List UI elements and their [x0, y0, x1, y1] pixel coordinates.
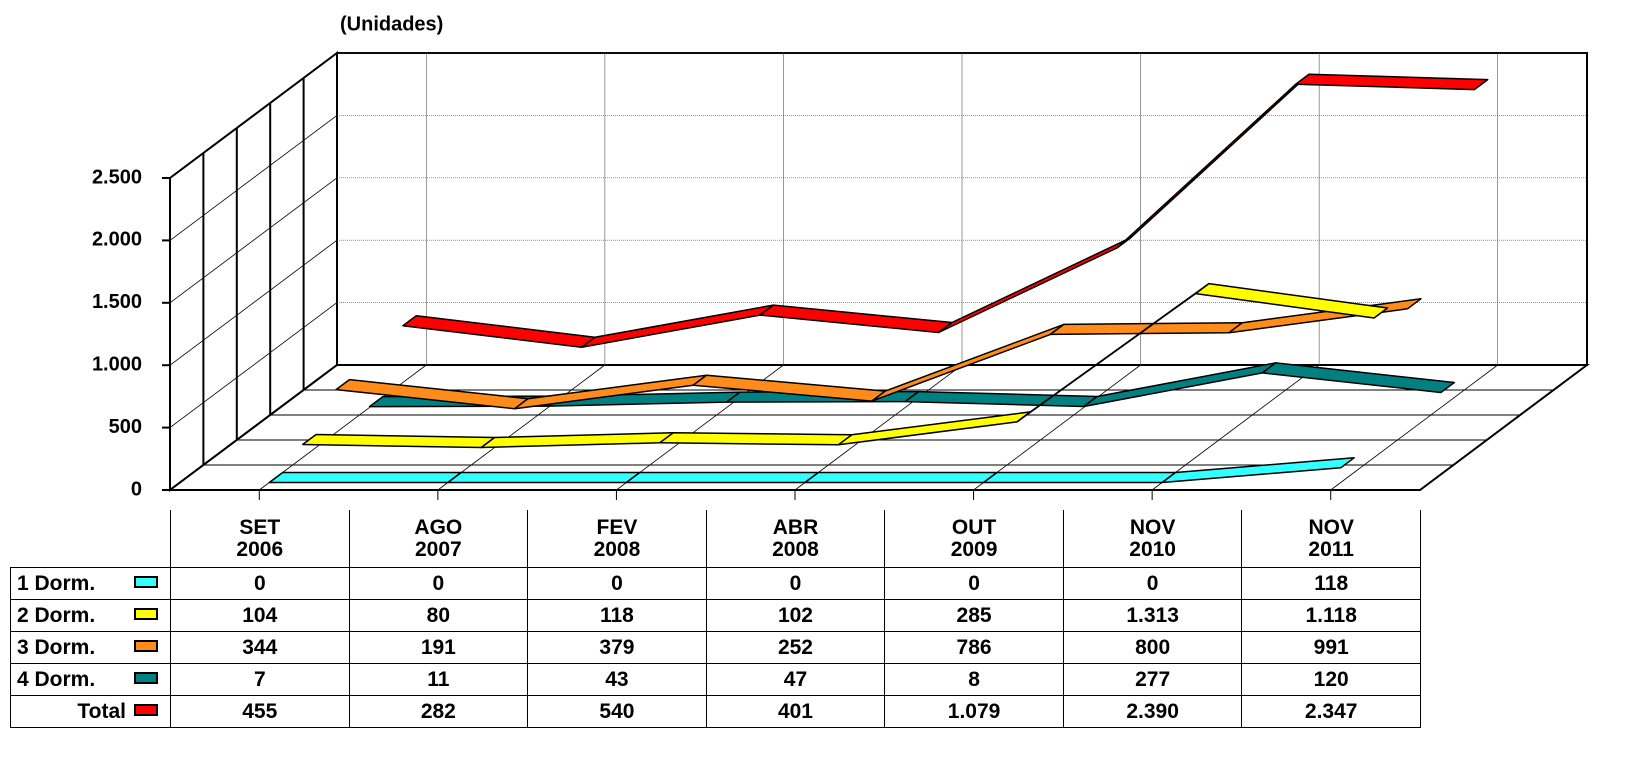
table-value: 540	[527, 695, 707, 728]
column-header: NOV 2010	[1062, 510, 1243, 568]
table-value: 1.118	[1241, 599, 1421, 632]
column-header: OUT 2009	[884, 510, 1064, 568]
column-header: ABR 2008	[705, 510, 886, 568]
table-value: 0	[1062, 567, 1243, 600]
column-header: FEV 2008	[527, 510, 707, 568]
table-value: 0	[705, 567, 886, 600]
y-tick-label: 2.500	[92, 166, 142, 188]
table-value: 401	[705, 695, 886, 728]
table-value: 2.390	[1062, 695, 1243, 728]
table-value: 102	[705, 599, 886, 632]
ribbon-segment	[804, 471, 998, 484]
legend-swatch	[134, 640, 158, 652]
left-grid-line	[169, 239, 338, 366]
ribbon-segment	[301, 433, 496, 449]
table-value: 1.313	[1062, 599, 1243, 632]
table-value: 0	[348, 567, 529, 600]
table-value: 0	[170, 567, 350, 600]
floor-category-line	[973, 364, 1141, 491]
ribbon-segment	[1194, 282, 1389, 319]
table-value: 118	[527, 599, 707, 632]
table-value: 118	[1241, 567, 1421, 600]
table-value: 344	[170, 631, 350, 664]
ribbon-segment	[447, 471, 641, 484]
table-value: 8	[884, 663, 1064, 696]
ribbon-segment	[1261, 362, 1456, 394]
left-grid-line	[169, 177, 338, 304]
legend-swatch	[134, 704, 158, 716]
table-value: 800	[1062, 631, 1243, 664]
table-value: 0	[527, 567, 707, 600]
ribbon-segment	[659, 432, 853, 446]
y-axis-label: (Unidades)	[340, 13, 443, 35]
table-value: 80	[348, 599, 529, 632]
ribbon-segment	[982, 471, 1177, 484]
floor-category-line	[1330, 364, 1498, 491]
legend-swatch	[134, 608, 158, 620]
table-value: 104	[170, 599, 350, 632]
left-grid-line	[169, 302, 338, 428]
table-value: 379	[527, 631, 707, 664]
ribbon-segment	[268, 471, 462, 484]
table-value: 11	[348, 663, 529, 696]
floor-category-line	[794, 364, 963, 491]
table-value: 47	[705, 663, 886, 696]
table-value: 2.347	[1241, 695, 1421, 728]
y-tick-label: 2.000	[92, 229, 142, 251]
table-value: 0	[884, 567, 1064, 600]
y-tick-label: 0	[131, 478, 142, 500]
table-value: 252	[705, 631, 886, 664]
table-value: 120	[1241, 663, 1421, 696]
ribbon-segment	[625, 471, 820, 484]
ribbon-segment	[1295, 73, 1489, 91]
table-value: 191	[348, 631, 529, 664]
column-header: SET 2006	[170, 510, 350, 568]
table-value: 7	[170, 663, 350, 696]
column-header: NOV 2011	[1241, 510, 1421, 568]
y-tick-label: 1.000	[92, 353, 142, 375]
table-value: 277	[1062, 663, 1243, 696]
table-value: 43	[527, 663, 707, 696]
table-value: 786	[884, 631, 1064, 664]
left-grid-line	[169, 52, 338, 179]
column-header: AGO 2007	[348, 510, 529, 568]
left-grid-line	[169, 115, 338, 241]
y-tick-label: 500	[109, 416, 142, 438]
legend-swatch	[134, 672, 158, 684]
table-value: 1.079	[884, 695, 1064, 728]
legend-swatch	[134, 576, 158, 588]
floor-category-line	[1151, 364, 1320, 491]
table-value: 285	[884, 599, 1064, 632]
ribbon-segment	[1161, 457, 1355, 484]
y-tick-label: 1.500	[92, 291, 142, 313]
table-value: 282	[348, 695, 529, 728]
table-value: 991	[1241, 631, 1421, 664]
floor-category-line	[437, 364, 606, 491]
table-value: 455	[170, 695, 350, 728]
